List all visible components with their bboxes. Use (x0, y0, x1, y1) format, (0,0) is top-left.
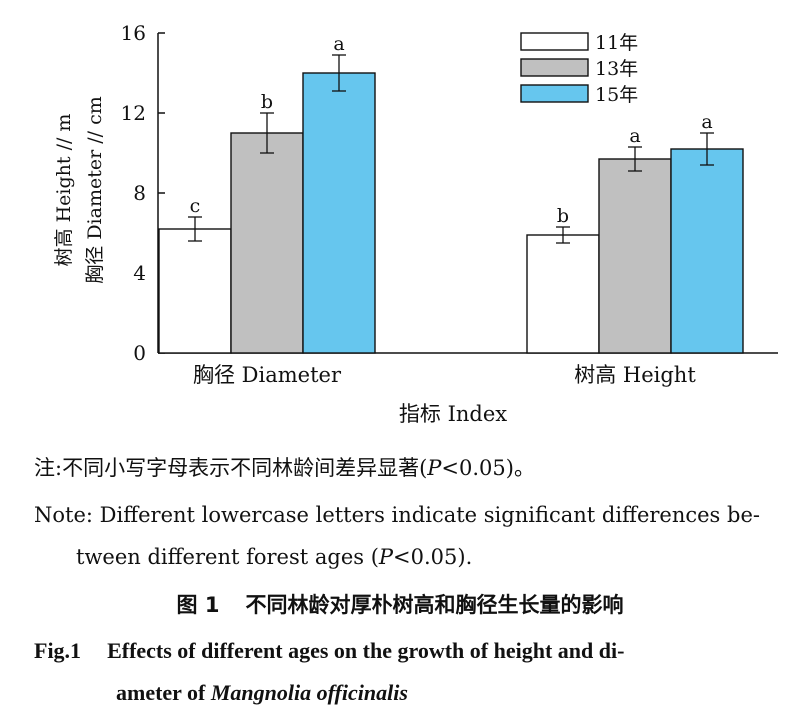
legend-label: 11年 (595, 32, 638, 54)
x-axis-label: 指标 Index (399, 402, 507, 426)
note-en-line2-prefix: tween different forest ages ( (76, 545, 379, 569)
fig-en-line1: Effects of different ages on the growth … (107, 638, 625, 663)
significance-letter: b (557, 205, 569, 227)
note-cn-suffix: <0.05)。 (441, 456, 535, 480)
bars-group (158, 72, 744, 354)
significance-letters-group: c b a b a a (190, 33, 713, 227)
fig-en-species: Mangnolia officinalis (210, 680, 408, 705)
fig-cn-title: 不同林龄对厚朴树高和胸径生长量的影响 (245, 593, 624, 617)
x-category-labels: 胸径 Diameter 树高 Height (193, 363, 696, 387)
error-bars-group (188, 54, 714, 244)
fig-en-line2-prefix: ameter of (116, 680, 211, 705)
y-tick-label: 12 (121, 101, 146, 125)
figure-title-chinese: 图 1 不同林龄对厚朴树高和胸径生长量的影响 (0, 589, 800, 619)
significance-letter: a (333, 33, 344, 55)
significance-letter: a (629, 125, 640, 147)
note-cn-prefix: 注:不同小写字母表示不同林龄间差异显著( (34, 456, 428, 480)
bar (302, 72, 376, 354)
significance-letter: a (701, 111, 712, 133)
y-tick-label: 4 (133, 261, 146, 285)
x-category-label: 胸径 Diameter (193, 363, 342, 387)
significance-letter: b (261, 91, 273, 113)
legend: 11年 13年 15年 (520, 32, 638, 106)
note-cn-p: P (427, 456, 442, 480)
bar (158, 228, 232, 354)
figure-title-english-line2: ameter of Mangnolia officinalis (116, 680, 408, 706)
note-english-line1: Note: Different lowercase letters indica… (34, 503, 760, 527)
bar (598, 158, 672, 354)
note-en-p: P (378, 545, 394, 569)
note-en-line2-suffix: <0.05). (393, 545, 473, 569)
bar (526, 234, 600, 354)
note-english-line2: tween different forest ages (P<0.05). (76, 545, 472, 569)
note-chinese: 注:不同小写字母表示不同林龄间差异显著(P<0.05)。 (34, 452, 535, 482)
y-tick-label: 8 (133, 181, 146, 205)
legend-label: 15年 (595, 84, 638, 106)
bar (230, 132, 304, 354)
legend-swatch (520, 84, 589, 103)
fig-en-number: Fig.1 (34, 638, 82, 663)
x-category-label: 树高 Height (574, 363, 696, 387)
significance-letter: c (190, 195, 201, 217)
y-tick-label: 0 (133, 341, 146, 365)
y-axis-label-line2: 胸径 Diameter // cm (84, 96, 106, 283)
legend-swatch (520, 32, 589, 51)
figure-title-english-line1: Fig.1 Effects of different ages on the gr… (34, 638, 624, 664)
legend-swatch (520, 58, 589, 77)
bar (670, 148, 744, 354)
y-axis-label-line1: 树高 Height // m (53, 114, 75, 267)
y-tick-label: 16 (121, 21, 146, 45)
fig-cn-number: 图 1 (176, 593, 220, 617)
legend-label: 13年 (595, 58, 638, 80)
